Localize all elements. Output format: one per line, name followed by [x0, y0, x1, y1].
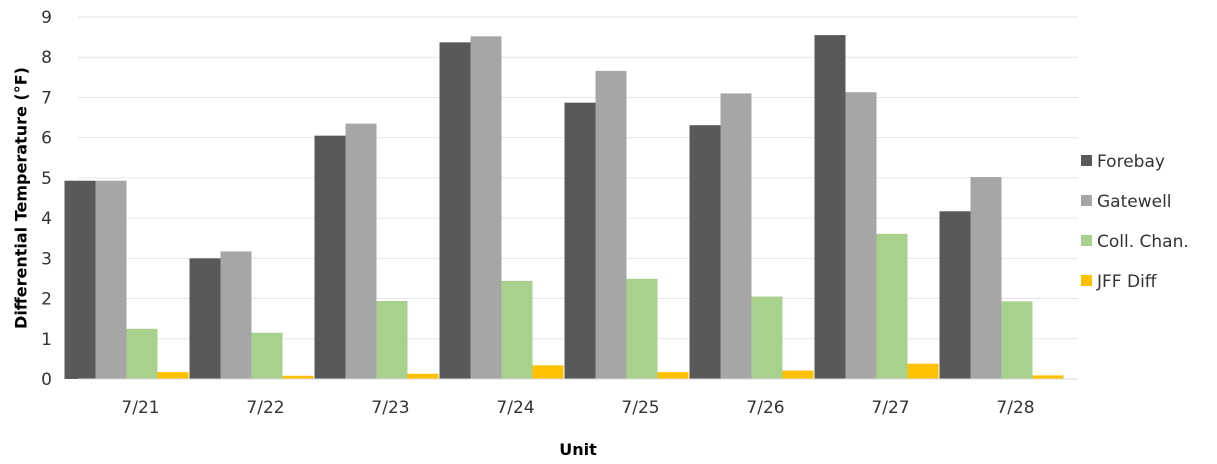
y-tick-label: 1 — [41, 330, 52, 350]
y-axis-title: Differential Temperature (°F) — [12, 67, 31, 329]
x-tick-label: 7/22 — [246, 398, 284, 418]
y-tick-label: 3 — [41, 249, 52, 269]
legend-label: JFF Diff — [1096, 272, 1158, 292]
bar-forebay — [939, 211, 971, 379]
bar-gatewell — [220, 251, 252, 379]
bar-gatewell — [970, 177, 1002, 379]
bar-forebay — [564, 102, 596, 379]
bar-jff-diff — [282, 375, 314, 379]
legend-swatch — [1081, 155, 1092, 166]
bar-jff-diff — [1032, 375, 1064, 379]
legend-item: Gatewell — [1081, 192, 1172, 212]
bar-forebay — [64, 180, 96, 379]
bar-coll-chan — [251, 332, 283, 379]
bar-coll-chan — [876, 233, 908, 379]
bar-coll-chan — [126, 328, 158, 379]
x-tick-label: 7/26 — [746, 398, 784, 418]
y-tick-label: 5 — [41, 169, 52, 189]
legend-swatch — [1081, 275, 1092, 286]
bar-gatewell — [470, 36, 502, 379]
bar-coll-chan — [1001, 301, 1033, 379]
legend-item: Forebay — [1081, 152, 1165, 172]
legend-swatch — [1081, 195, 1092, 206]
bar-gatewell — [595, 70, 627, 380]
y-tick-label: 7 — [41, 88, 52, 108]
x-tick-label: 7/25 — [621, 398, 659, 418]
bar-gatewell — [845, 92, 877, 380]
bar-coll-chan — [376, 300, 408, 379]
x-tick-label: 7/24 — [496, 398, 534, 418]
y-tick-label: 2 — [41, 290, 52, 310]
bars — [64, 35, 1064, 380]
legend-label: Gatewell — [1097, 192, 1172, 212]
y-tick-label: 9 — [41, 8, 52, 28]
bar-jff-diff — [657, 372, 689, 379]
bar-jff-diff — [907, 363, 939, 379]
y-tick-label: 4 — [41, 209, 52, 229]
legend-label: Coll. Chan. — [1097, 232, 1189, 252]
bar-gatewell — [95, 180, 127, 379]
bar-forebay — [314, 135, 346, 379]
bar-gatewell — [720, 93, 752, 379]
legend-swatch — [1081, 235, 1092, 246]
y-tick-label: 0 — [41, 370, 52, 390]
x-axis-title: Unit — [559, 440, 597, 459]
bar-jff-diff — [782, 370, 814, 379]
legend: Forebay Gatewell Coll. Chan. JFF Diff — [1081, 152, 1189, 292]
x-tick-label: 7/23 — [371, 398, 409, 418]
y-tick-label: 6 — [41, 129, 52, 149]
axes: 0 1 2 3 4 5 6 7 8 9 7/21 7/22 7/23 7/24 7/25 7/26 7/27 7/… — [41, 8, 1078, 418]
bar-forebay — [689, 125, 721, 379]
x-tick-label: 7/21 — [121, 398, 159, 418]
bar-forebay — [439, 42, 471, 380]
bar-gatewell — [345, 123, 377, 379]
bar-forebay — [189, 258, 221, 379]
bar-coll-chan — [626, 278, 658, 379]
legend-label: Forebay — [1097, 152, 1165, 172]
bar-coll-chan — [501, 280, 533, 379]
bar-coll-chan — [751, 296, 783, 379]
bar-forebay — [814, 35, 846, 379]
legend-item: JFF Diff — [1081, 272, 1158, 292]
bar-jff-diff — [532, 365, 564, 379]
bar-jff-diff — [407, 373, 439, 379]
legend-item: Coll. Chan. — [1081, 232, 1189, 252]
bar-jff-diff — [157, 372, 189, 379]
y-tick-label: 8 — [41, 48, 52, 68]
x-tick-label: 7/27 — [871, 398, 909, 418]
x-tick-label: 7/28 — [996, 398, 1034, 418]
